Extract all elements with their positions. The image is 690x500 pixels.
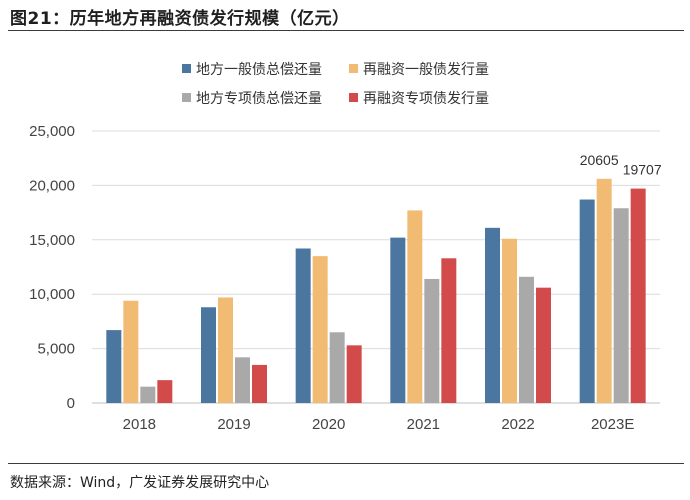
bar xyxy=(502,238,517,403)
bar xyxy=(424,278,440,403)
data-label: 20605 xyxy=(580,152,619,168)
y-tick-label: 5,000 xyxy=(37,341,75,358)
x-tick-label: 2021 xyxy=(407,416,440,433)
chart-title: 图21：历年地方再融资债发行规模（亿元） xyxy=(10,9,350,29)
source-label: 数据来源： xyxy=(10,475,80,491)
legend-label: 地方专项债总偿还量 xyxy=(196,91,322,107)
bar xyxy=(390,237,406,403)
y-tick-label: 15,000 xyxy=(29,232,75,249)
bars xyxy=(106,178,646,403)
bar xyxy=(218,297,233,403)
x-tick-label: 2023E xyxy=(591,416,634,433)
bar xyxy=(312,256,328,403)
bar xyxy=(630,188,646,403)
bar xyxy=(201,307,216,403)
source-text: Wind，广发证券发展研究中心 xyxy=(80,475,270,491)
y-tick-label: 10,000 xyxy=(29,286,75,303)
bar xyxy=(157,380,173,403)
bar xyxy=(596,178,612,403)
footer-divider xyxy=(8,463,684,464)
bar xyxy=(346,345,362,403)
y-axis: 0 5,000 10,000 15,000 20,000 25,000 xyxy=(29,123,75,412)
y-tick-label: 0 xyxy=(67,395,75,412)
legend-swatch xyxy=(182,64,191,73)
bar xyxy=(485,227,500,403)
bar xyxy=(295,248,311,403)
x-tick-label: 2020 xyxy=(312,416,345,433)
x-tick-label: 2018 xyxy=(123,416,156,433)
bar xyxy=(252,364,267,403)
legend-swatch xyxy=(182,93,191,102)
x-tick-label: 2022 xyxy=(501,416,534,433)
gridlines xyxy=(92,130,660,404)
legend-swatch xyxy=(349,93,358,102)
bar xyxy=(407,210,423,403)
legend-label: 再融资一般债发行量 xyxy=(363,62,489,78)
legend-label: 地方一般债总偿还量 xyxy=(196,62,322,78)
source-note: 数据来源：Wind，广发证券发展研究中心 xyxy=(10,472,269,492)
bar xyxy=(536,287,551,403)
bar xyxy=(579,199,595,403)
x-axis: 2018 2019 2020 2021 2022 2023E xyxy=(123,416,635,433)
legend-label: 再融资专项债发行量 xyxy=(363,91,489,107)
legend-swatch xyxy=(349,64,358,73)
title-divider xyxy=(8,30,684,31)
y-tick-label: 25,000 xyxy=(29,123,75,140)
data-label: 19707 xyxy=(623,162,662,178)
bar xyxy=(613,208,629,403)
bar xyxy=(123,300,139,403)
bar xyxy=(329,332,345,403)
bar xyxy=(140,386,156,403)
bar xyxy=(519,276,534,403)
x-tick-label: 2019 xyxy=(217,416,250,433)
bar xyxy=(441,258,457,403)
bar xyxy=(235,357,250,403)
bar xyxy=(106,330,122,403)
y-tick-label: 20,000 xyxy=(29,177,75,194)
